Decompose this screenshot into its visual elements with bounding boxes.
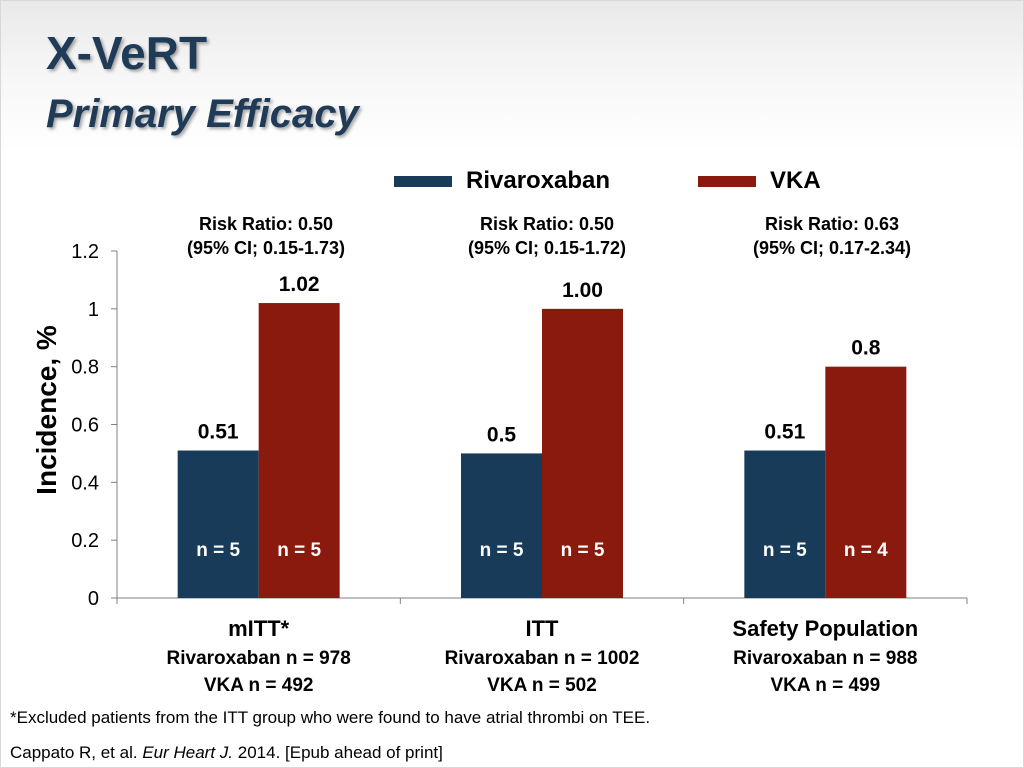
x-category-label: Safety Population [732, 616, 918, 641]
citation-journal: Eur Heart J. [142, 743, 234, 762]
legend-item-vka: VKA [698, 166, 821, 196]
risk-ratio-itt-ci: (95% CI; 0.15-1.72) [467, 238, 627, 258]
citation-authors: Cappato R, et al. [10, 743, 138, 762]
bar-n-label: n = 5 [763, 540, 807, 561]
risk-ratio-safety-ci: (95% CI; 0.17-2.34) [752, 238, 912, 258]
bar-vka [258, 303, 340, 598]
footnote: *Excluded patients from the ITT group wh… [10, 708, 651, 727]
legend-swatch-vka [698, 175, 756, 187]
bar-value-label: 0.5 [487, 423, 517, 446]
legend-swatch-rivaroxaban [394, 175, 452, 187]
y-tick-label: 0.4 [71, 472, 99, 494]
bar-n-label: n = 5 [561, 540, 605, 561]
bar-vka [825, 366, 907, 598]
y-tick-label: 0.2 [71, 530, 99, 552]
x-category-label: mITT* [228, 616, 290, 641]
bar-rivaroxaban [744, 450, 826, 598]
risk-ratio-itt-value: Risk Ratio: 0.50 [479, 214, 615, 234]
bar-n-label: n = 4 [844, 540, 888, 561]
y-tick-label: 1 [88, 299, 99, 321]
citation: Cappato R, et al. Eur Heart J. 2014. [Ep… [10, 743, 443, 763]
bar-value-label: 1.02 [279, 273, 320, 296]
risk-ratio-itt: Risk Ratio: 0.50 (95% CI; 0.15-1.72) [407, 212, 687, 260]
slide-title: X-VeRT [46, 27, 208, 79]
bar-n-label: n = 5 [480, 540, 524, 561]
y-tick-label: 0 [88, 588, 99, 610]
bar-rivaroxaban [177, 450, 259, 598]
y-tick-label: 1.2 [71, 241, 99, 263]
legend-item-rivaroxaban: Rivaroxaban [394, 166, 610, 196]
bar-value-label: 0.8 [851, 337, 881, 360]
bar-value-label: 1.00 [562, 279, 603, 302]
x-category-label: ITT [526, 616, 560, 641]
bar-n-label: n = 5 [196, 540, 240, 561]
citation-rest: 2014. [Epub ahead of print] [237, 743, 443, 762]
legend-label-vka: VKA [770, 167, 821, 194]
bar-value-label: 0.51 [198, 421, 239, 444]
y-tick-label: 0.6 [71, 415, 99, 437]
bar-rivaroxaban [461, 453, 542, 598]
slide-subtitle: Primary Efficacy [46, 92, 359, 136]
risk-ratio-safety: Risk Ratio: 0.63 (95% CI; 0.17-2.34) [692, 212, 972, 260]
bar-value-label: 0.51 [764, 421, 805, 444]
x-category-sublabel: Rivaroxaban n = 1002 [445, 648, 640, 669]
y-tick-label: 0.8 [71, 357, 99, 379]
x-category-sublabel: VKA n = 492 [204, 675, 314, 696]
x-category-sublabel: VKA n = 502 [487, 675, 597, 696]
risk-ratio-mitt: Risk Ratio: 0.50 (95% CI; 0.15-1.73) [126, 212, 406, 260]
x-category-sublabel: Rivaroxaban n = 978 [167, 648, 351, 669]
legend-label-rivaroxaban: Rivaroxaban [466, 167, 611, 194]
bar-n-label: n = 5 [277, 540, 321, 561]
x-category-sublabel: VKA n = 499 [771, 675, 881, 696]
risk-ratio-safety-value: Risk Ratio: 0.63 [764, 214, 900, 234]
risk-ratio-mitt-ci: (95% CI; 0.15-1.73) [186, 238, 346, 258]
risk-ratio-mitt-value: Risk Ratio: 0.50 [198, 214, 334, 234]
x-category-sublabel: Rivaroxaban n = 988 [733, 648, 917, 669]
y-axis-title: Incidence, % [31, 325, 62, 495]
bar-vka [542, 308, 623, 598]
